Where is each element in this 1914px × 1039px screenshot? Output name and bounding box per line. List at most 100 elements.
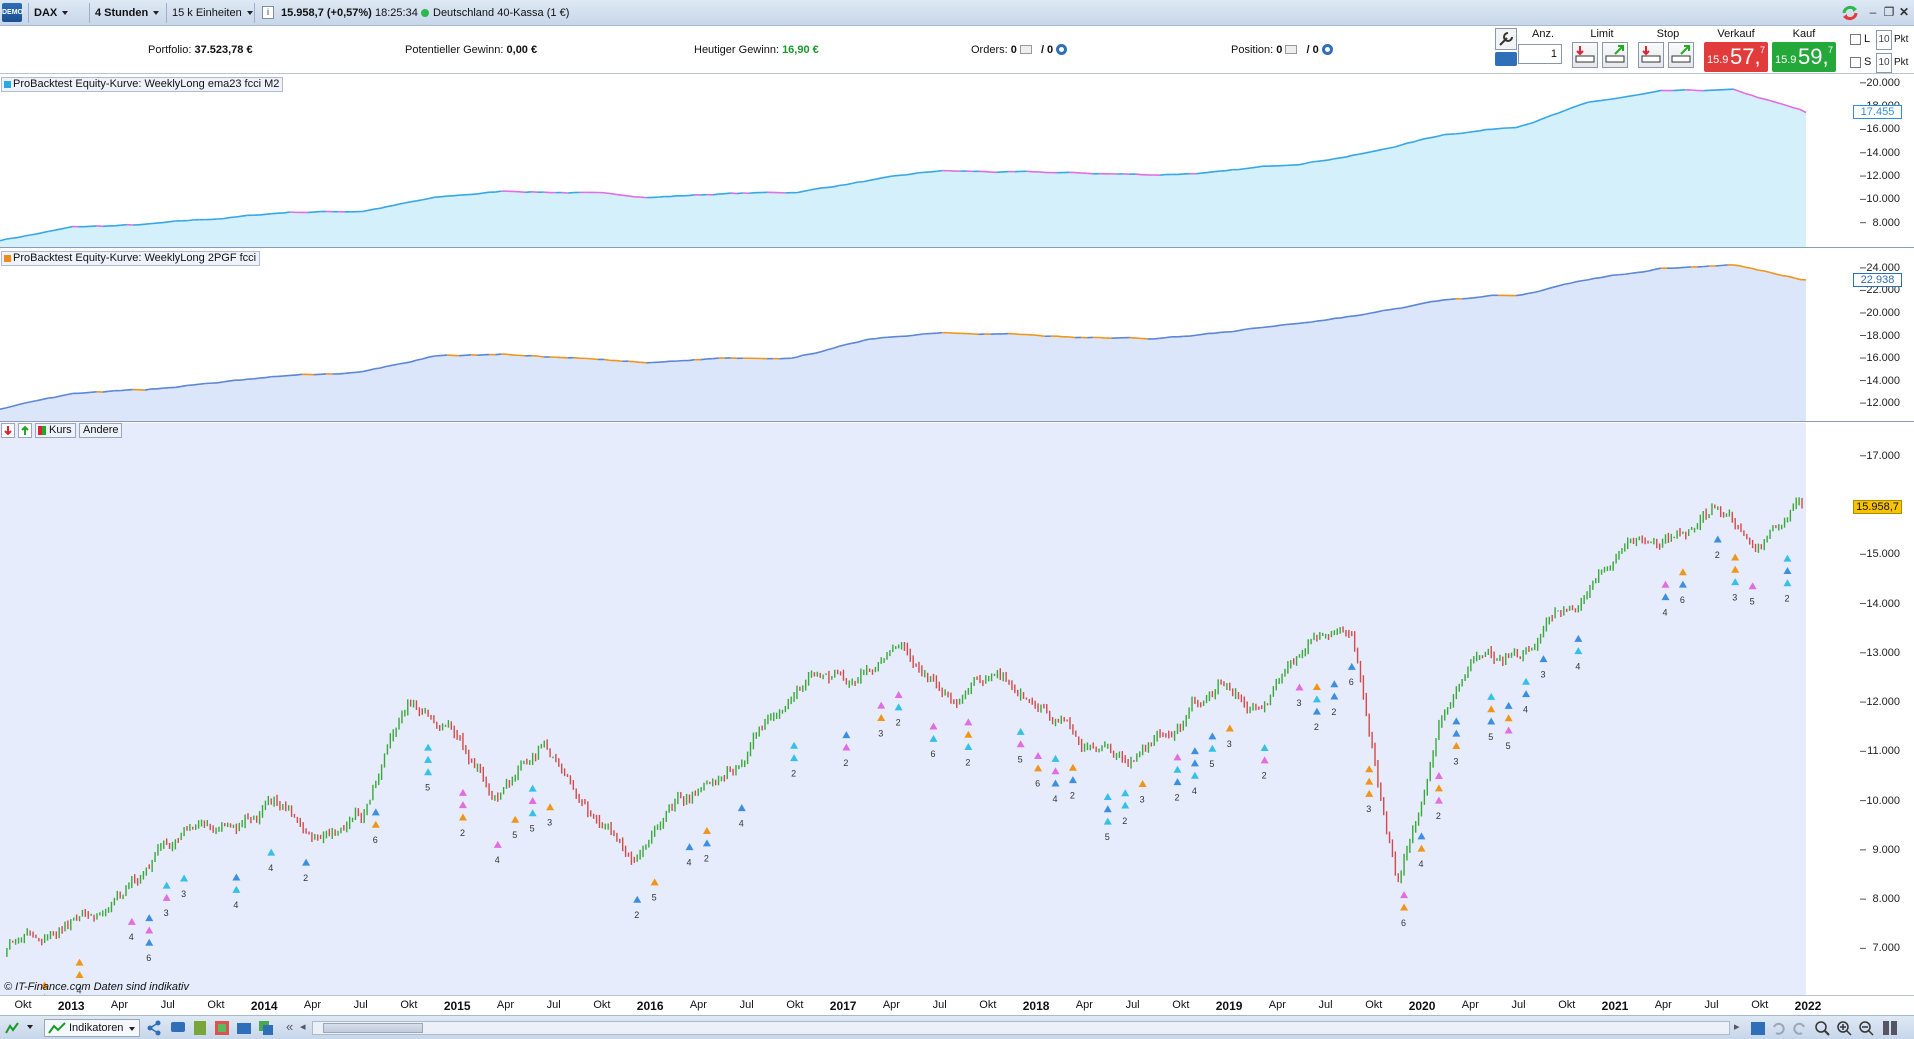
- signal-arrow: [1678, 568, 1687, 576]
- equity-segment: [930, 170, 937, 173]
- long-checkbox[interactable]: [1850, 34, 1861, 45]
- chevron-down-icon[interactable]: [27, 1025, 33, 1029]
- sell-button[interactable]: 15.9 57, 7: [1704, 42, 1768, 72]
- legend-swatch: [4, 255, 11, 262]
- equity-segment: [845, 182, 852, 186]
- equity-legend-2[interactable]: ProBacktest Equity-Kurve: WeeklyLong 2PG…: [1, 251, 261, 266]
- equity-segment: [1238, 167, 1245, 171]
- layout-icon[interactable]: [1882, 1020, 1898, 1036]
- equity-segment: [1630, 94, 1638, 97]
- undo-icon[interactable]: [1770, 1020, 1786, 1036]
- equity-segment: [199, 382, 206, 385]
- long-points-input[interactable]: 10: [1876, 30, 1892, 50]
- other-button[interactable]: Andere: [79, 423, 123, 438]
- buy-arrow-icon[interactable]: [18, 423, 32, 438]
- close-icon[interactable]: ✕: [1898, 5, 1910, 19]
- signal-arrow: [493, 840, 502, 848]
- signal-arrow: [1400, 891, 1409, 899]
- time-axis[interactable]: Okt 2013 Apr Jul Okt 2014 Apr Jul Okt 2015 Apr Jul O…: [0, 995, 1914, 1015]
- last-price: 15.958,7 (+0,57%): [281, 7, 372, 19]
- price-chart-pane[interactable]: 6 4 4 6 3 3 4 4 2 6 5 2 4 5 5 3 2 5 4 2 4 2 2 3 2 6 2 5 6 4 2 5 2 3 2 4 5 3 2 3…: [0, 423, 1914, 995]
- signal-count-label: 5: [1750, 597, 1755, 607]
- orderbook-icon[interactable]: [214, 1020, 230, 1036]
- indicators-button[interactable]: Indikatoren: [44, 1019, 141, 1037]
- chart-type-icon[interactable]: [4, 1020, 20, 1036]
- limit-sell-button[interactable]: [1572, 42, 1598, 68]
- restore-icon[interactable]: ❐: [1883, 5, 1895, 19]
- collapse-left-icon[interactable]: «: [286, 1019, 294, 1034]
- short-points-input[interactable]: 10: [1876, 53, 1892, 73]
- timeframe-selector[interactable]: 4 Stunden: [95, 5, 160, 21]
- equity-segment: [1364, 151, 1372, 154]
- zoom-fit-icon[interactable]: [1814, 1020, 1830, 1036]
- equity-segment: [1310, 160, 1317, 163]
- scrollbar-thumb[interactable]: [323, 1023, 423, 1033]
- scroll-right-icon[interactable]: ▸: [1734, 1021, 1740, 1033]
- copy-icon[interactable]: [258, 1020, 274, 1036]
- time-axis-year-label: 2022: [1794, 999, 1822, 1013]
- quantity-input[interactable]: 1: [1518, 44, 1562, 64]
- share-icon[interactable]: [146, 1020, 162, 1036]
- signal-count-label: 2: [1314, 722, 1319, 732]
- chat-icon[interactable]: [170, 1020, 186, 1036]
- gear-icon[interactable]: [1321, 44, 1333, 55]
- minimize-icon[interactable]: –: [1869, 5, 1877, 19]
- equity-segment: [344, 372, 351, 375]
- calculator-icon[interactable]: [192, 1020, 208, 1036]
- equity-legend-1[interactable]: ProBacktest Equity-Kurve: WeeklyLong ema…: [1, 77, 284, 92]
- equity-segment: [295, 373, 303, 376]
- equity-segment: [1521, 292, 1529, 296]
- equity-segment: [827, 347, 834, 351]
- equity-segment: [1419, 302, 1426, 305]
- sell-price-fraction: 7: [1759, 45, 1765, 55]
- units-selector[interactable]: 15 k Einheiten: [172, 5, 253, 21]
- refresh-icon[interactable]: [1840, 4, 1860, 22]
- time-axis-month-label: Apr: [1654, 999, 1672, 1011]
- equity-segment: [1328, 317, 1336, 321]
- sell-arrow-icon[interactable]: [1, 423, 15, 438]
- redo-icon[interactable]: [1792, 1020, 1808, 1036]
- signal-count-label: 2: [1331, 707, 1336, 717]
- equity-area: [0, 89, 1806, 247]
- short-checkbox[interactable]: [1850, 57, 1861, 68]
- signal-count-label: 2: [704, 854, 709, 864]
- equity-segment: [1533, 118, 1541, 123]
- equity-segment: [1624, 95, 1631, 98]
- app-logo-icon[interactable]: DEMO: [2, 3, 23, 22]
- stop-buy-button[interactable]: [1668, 42, 1694, 68]
- potential-gain-label: Potentieller Gewinn:: [405, 44, 504, 56]
- equity-segment: [664, 360, 671, 363]
- orders-list-icon[interactable]: [1019, 45, 1032, 54]
- time-scrollbar[interactable]: [312, 1021, 1730, 1035]
- zoom-in-icon[interactable]: [1836, 1020, 1852, 1036]
- signal-count-label: 4: [268, 863, 273, 873]
- clock-time: 18:25:34: [375, 7, 418, 19]
- equity-segment: [1715, 264, 1722, 267]
- equity-segment: [748, 191, 756, 195]
- equity-segment: [1195, 333, 1203, 337]
- positions-list-icon[interactable]: [1285, 45, 1298, 54]
- signal-count-label: 4: [1052, 794, 1057, 804]
- gear-icon[interactable]: [1056, 44, 1068, 55]
- limit-buy-button[interactable]: [1602, 42, 1628, 68]
- signal-arrow: [302, 858, 311, 866]
- equity-segment: [465, 354, 472, 357]
- equity-curve-pane-1[interactable]: ProBacktest Equity-Kurve: WeeklyLong ema…: [0, 75, 1914, 248]
- keyboard-icon[interactable]: [1495, 52, 1517, 66]
- wrench-icon[interactable]: [1495, 28, 1517, 50]
- equity-segment: [368, 208, 375, 212]
- orders-total: / 0: [1040, 44, 1054, 56]
- price-legend[interactable]: Kurs: [35, 423, 76, 438]
- zoom-out-icon[interactable]: [1858, 1020, 1874, 1036]
- window-icon[interactable]: [236, 1020, 252, 1036]
- scroll-left-icon[interactable]: ◂: [300, 1021, 306, 1033]
- info-icon[interactable]: i: [262, 6, 274, 19]
- equity-segment: [537, 355, 544, 358]
- equity-segment: [1787, 105, 1795, 109]
- instrument-selector[interactable]: DAX: [34, 5, 69, 21]
- equity-curve-pane-2[interactable]: ProBacktest Equity-Kurve: WeeklyLong 2PG…: [0, 249, 1914, 422]
- buy-button[interactable]: 15.9 59, 7: [1772, 42, 1836, 72]
- calendar-icon[interactable]: [1750, 1020, 1766, 1036]
- equity-segment: [1455, 132, 1462, 135]
- stop-sell-button[interactable]: [1638, 42, 1664, 68]
